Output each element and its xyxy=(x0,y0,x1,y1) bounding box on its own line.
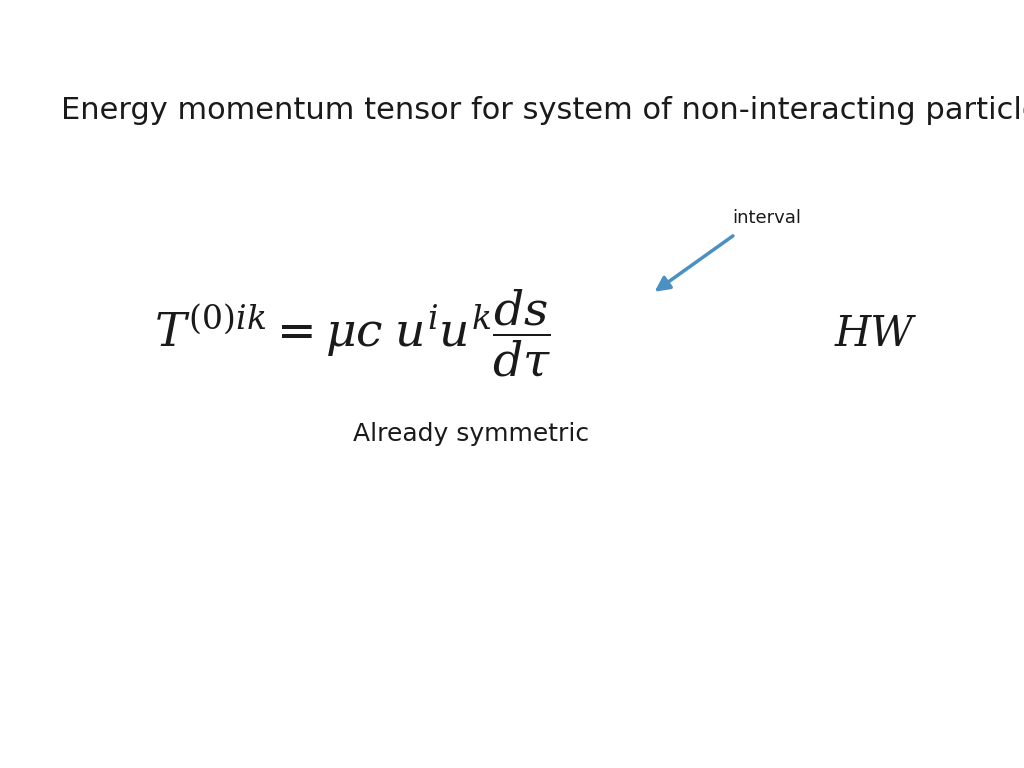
Text: Already symmetric: Already symmetric xyxy=(353,422,589,446)
Text: $T^{(0)ik} = \mu c\; u^i u^k \dfrac{ds}{d\tau}$: $T^{(0)ik} = \mu c\; u^i u^k \dfrac{ds}{… xyxy=(154,287,551,381)
Text: HW: HW xyxy=(835,313,913,355)
Text: interval: interval xyxy=(732,209,801,227)
Text: Energy momentum tensor for system of non-interacting particles: Energy momentum tensor for system of non… xyxy=(61,96,1024,125)
